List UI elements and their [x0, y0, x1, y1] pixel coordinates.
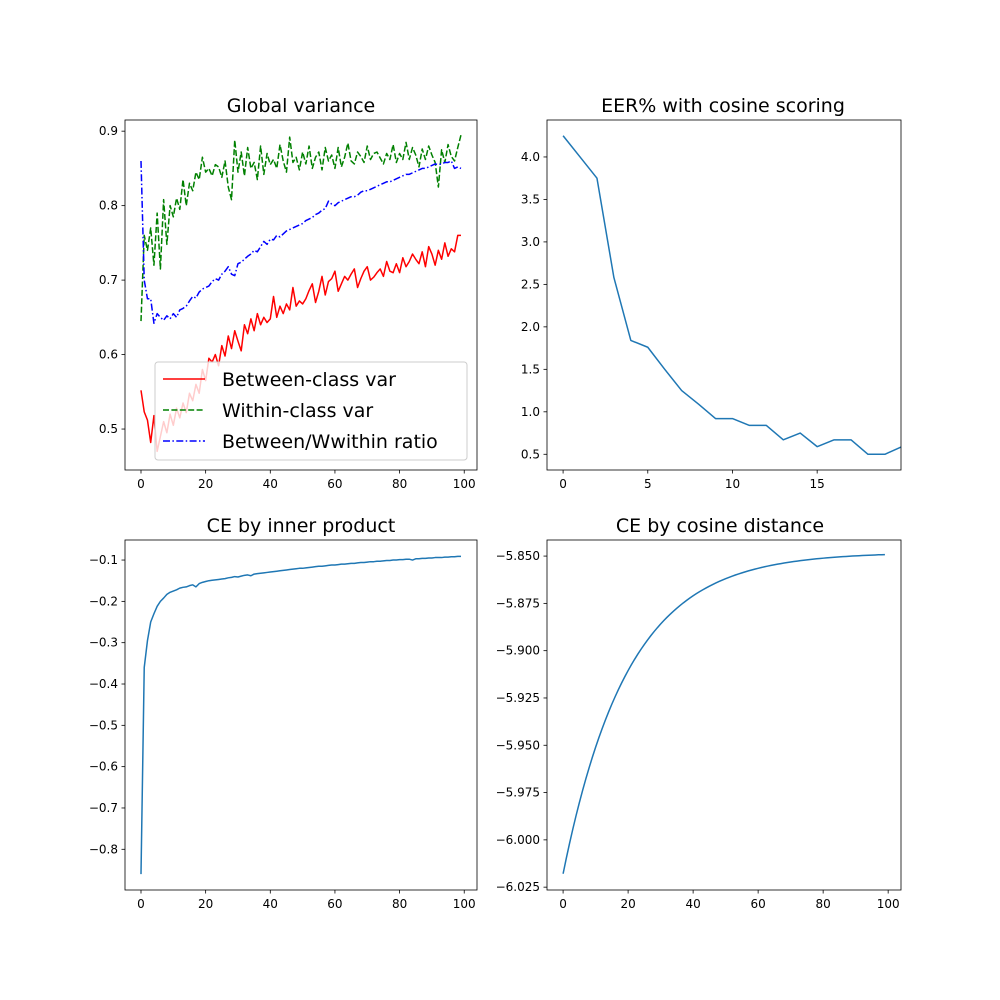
y-tick-label: −5.925 [496, 691, 540, 705]
axes-frame [124, 119, 478, 471]
x-tick-label: 40 [685, 897, 700, 911]
panel-title: CE by inner product [207, 515, 396, 537]
y-tick-label: 4.0 [521, 150, 540, 164]
x-tick-label: 0 [137, 477, 145, 491]
x-tick-label: 0 [559, 897, 567, 911]
y-tick-label: −5.950 [496, 738, 540, 752]
y-tick-label: −0.8 [89, 842, 118, 856]
x-tick-label: 60 [327, 477, 342, 491]
axes-frame [546, 539, 902, 891]
y-tick-label: 2.5 [521, 277, 540, 291]
y-tick-label: −0.5 [89, 718, 118, 732]
panel-global-variance: Global variance 0 20 40 60 80 100 0.5 0.6 0.7 0.8… [99, 95, 478, 491]
series-line-1 [140, 134, 462, 322]
series-line-0 [562, 135, 901, 456]
y-tick-label: −0.3 [89, 636, 118, 650]
x-tick-label: 15 [810, 477, 825, 491]
legend-box [154, 361, 468, 461]
x-tick-label: 100 [453, 897, 476, 911]
y-tick-label: 0.6 [99, 348, 118, 362]
y-tick-label: −0.7 [89, 801, 118, 815]
legend-label: Within-class var [222, 400, 373, 422]
y-tick-label: 3.5 [521, 192, 540, 206]
y-tick-label: −0.6 [89, 760, 118, 774]
panel-title: CE by cosine distance [616, 515, 824, 537]
y-tick-label: −5.875 [496, 596, 540, 610]
y-tick-label: 0.5 [521, 447, 540, 461]
series-line-0 [562, 553, 885, 874]
y-tick-label: −5.850 [496, 549, 540, 563]
x-tick-label: 20 [198, 477, 213, 491]
x-tick-label: 80 [392, 897, 407, 911]
series-line-2 [140, 160, 462, 325]
x-tick-label: 40 [263, 897, 278, 911]
y-tick-label: −5.900 [496, 644, 540, 658]
x-tick-label: 60 [327, 897, 342, 911]
y-tick-label: −6.000 [496, 833, 540, 847]
axes-frame [124, 539, 478, 891]
x-tick-label: 60 [750, 897, 765, 911]
panel-title: Global variance [227, 95, 375, 117]
x-tick-label: 80 [816, 897, 831, 911]
y-tick-label: −0.1 [89, 553, 118, 567]
panel-eer-cosine-scoring: EER% with cosine scoring 0 5 10 15 0.5 1.0 1.5… [521, 95, 902, 491]
x-tick-label: 20 [198, 897, 213, 911]
y-tick-label: 1.5 [521, 362, 540, 376]
y-tick-label: −5.975 [496, 786, 540, 800]
panel-ce-cosine-distance: CE by cosine distance 0 20 40 60 80 100 −6.025… [496, 515, 902, 911]
x-tick-label: 5 [644, 477, 652, 491]
y-tick-label: 0.8 [99, 199, 118, 213]
x-tick-label: 80 [392, 477, 407, 491]
x-tick-label: 40 [263, 477, 278, 491]
legend-label: Between/Wwithin ratio [222, 431, 438, 453]
panel-ce-inner-product: CE by inner product 0 20 40 60 80 100 −0.8 −0.7… [89, 515, 478, 911]
y-tick-label: −0.4 [89, 677, 118, 691]
y-tick-label: −6.025 [496, 880, 540, 894]
y-tick-label: 1.0 [521, 405, 540, 419]
x-tick-label: 100 [877, 897, 900, 911]
y-tick-label: −0.2 [89, 594, 118, 608]
legend-label: Between-class var [222, 369, 396, 391]
y-tick-label: 0.9 [99, 124, 118, 138]
x-tick-label: 20 [620, 897, 635, 911]
axes-frame [546, 119, 902, 471]
x-tick-label: 0 [559, 477, 567, 491]
y-tick-label: 3.0 [521, 235, 540, 249]
panel-title: EER% with cosine scoring [601, 95, 845, 117]
y-tick-label: 0.5 [99, 422, 118, 436]
x-tick-label: 10 [725, 477, 740, 491]
y-tick-label: 0.7 [99, 273, 118, 287]
x-tick-label: 0 [137, 897, 145, 911]
y-tick-label: 2.0 [521, 320, 540, 334]
x-tick-label: 100 [453, 477, 476, 491]
series-line-0 [140, 555, 461, 875]
